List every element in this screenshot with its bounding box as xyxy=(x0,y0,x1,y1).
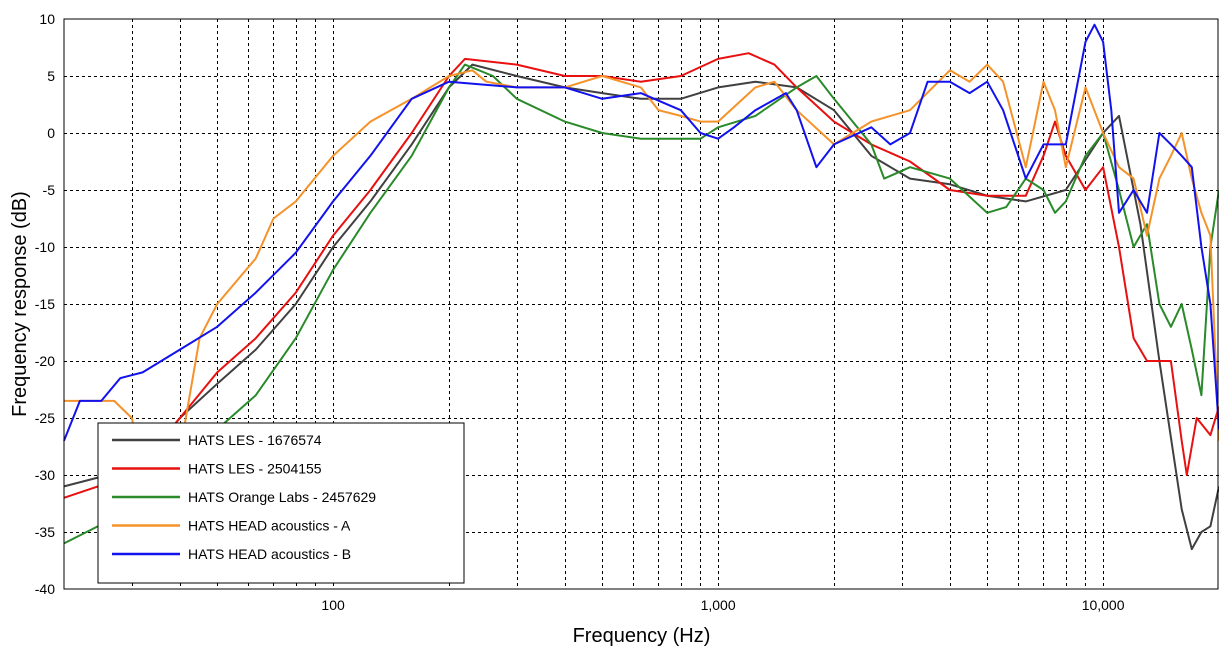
legend-label: HATS HEAD acoustics - B xyxy=(188,546,351,562)
x-axis-label: Frequency (Hz) xyxy=(573,625,711,647)
series-line-5 xyxy=(63,23,1219,442)
y-tick-label: 5 xyxy=(47,68,55,84)
y-tick-label: -20 xyxy=(35,353,55,369)
y-tick-labels: 10 5 0 -5 -10 -15 -20 -25 -30 -35 -40 xyxy=(35,11,55,597)
y-axis-label: Frequency response (dB) xyxy=(9,191,31,417)
series-line-1 xyxy=(63,63,1219,551)
series-line-2 xyxy=(63,52,1219,499)
x-tick-label: 1,000 xyxy=(701,597,736,613)
series-lines xyxy=(63,23,1219,551)
y-tick-label: 10 xyxy=(39,11,55,27)
y-tick-label: -35 xyxy=(35,524,55,540)
y-tick-label: -25 xyxy=(35,410,55,426)
legend-label: HATS Orange Labs - 2457629 xyxy=(188,489,376,505)
x-tick-label: 100 xyxy=(321,597,345,613)
y-tick-label: -15 xyxy=(35,296,55,312)
y-tick-label: -10 xyxy=(35,239,55,255)
grid-lines xyxy=(64,19,1219,589)
y-tick-label: -5 xyxy=(43,182,56,198)
y-tick-label: -40 xyxy=(35,581,55,597)
series-line-4 xyxy=(64,63,1219,533)
legend: HATS LES - 1676574 HATS LES - 2504155 HATS… xyxy=(97,422,465,584)
legend-label: HATS LES - 2504155 xyxy=(188,461,322,477)
x-tick-labels: 100 1,000 10,000 xyxy=(321,597,1124,613)
legend-box xyxy=(97,422,465,584)
x-tick-label: 10,000 xyxy=(1082,597,1125,613)
plot-frame xyxy=(63,18,1219,590)
y-tick-label: -30 xyxy=(35,467,55,483)
y-tick-label: 0 xyxy=(47,125,55,141)
series-line-3 xyxy=(63,63,1219,545)
legend-label: HATS HEAD acoustics - A xyxy=(188,518,351,534)
legend-label: HATS LES - 1676574 xyxy=(188,432,322,448)
